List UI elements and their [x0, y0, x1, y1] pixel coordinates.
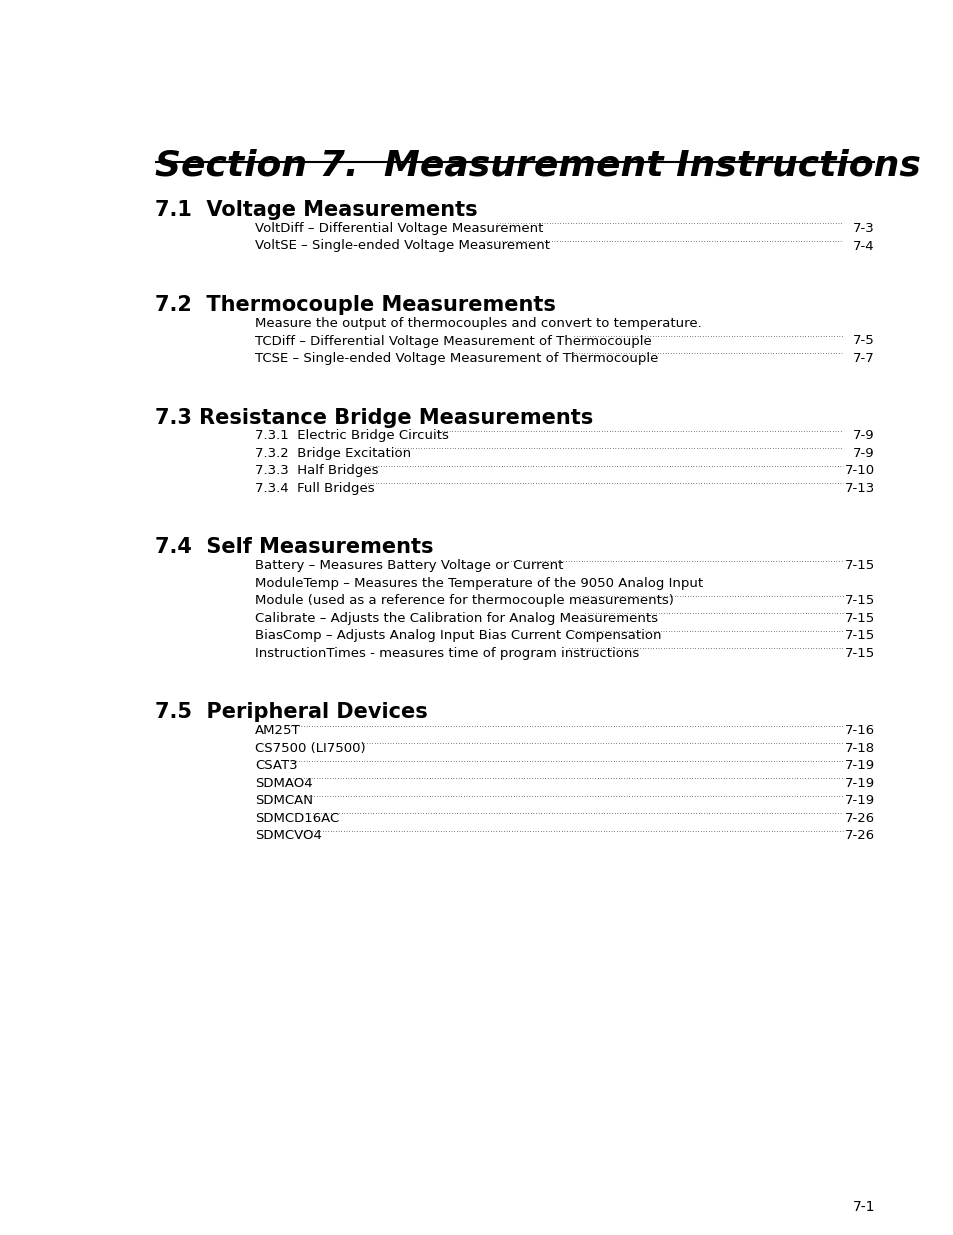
Text: 7-4: 7-4 — [853, 240, 874, 252]
Text: Measure the output of thermocouples and convert to temperature.: Measure the output of thermocouples and … — [254, 317, 701, 330]
Text: CS7500 (LI7500): CS7500 (LI7500) — [254, 742, 365, 755]
Text: 7-5: 7-5 — [852, 335, 874, 347]
Text: Calibrate – Adjusts the Calibration for Analog Measurements: Calibrate – Adjusts the Calibration for … — [254, 613, 658, 625]
Text: SDMCD16AC: SDMCD16AC — [254, 811, 339, 825]
Text: VoltDiff – Differential Voltage Measurement: VoltDiff – Differential Voltage Measurem… — [254, 222, 543, 235]
Text: AM25T: AM25T — [254, 725, 300, 737]
Text: ModuleTemp – Measures the Temperature of the 9050 Analog Input: ModuleTemp – Measures the Temperature of… — [254, 577, 702, 590]
Text: InstructionTimes - measures time of program instructions: InstructionTimes - measures time of prog… — [254, 647, 639, 659]
Text: 7.4  Self Measurements: 7.4 Self Measurements — [154, 537, 433, 557]
Text: 7-26: 7-26 — [844, 811, 874, 825]
Text: 7-19: 7-19 — [844, 794, 874, 808]
Text: BiasComp – Adjusts Analog Input Bias Current Compensation: BiasComp – Adjusts Analog Input Bias Cur… — [254, 630, 660, 642]
Text: 7-9: 7-9 — [853, 430, 874, 442]
Text: 7-19: 7-19 — [844, 777, 874, 790]
Text: 7-15: 7-15 — [843, 647, 874, 659]
Text: 7-3: 7-3 — [852, 222, 874, 235]
Text: TCSE – Single-ended Voltage Measurement of Thermocouple: TCSE – Single-ended Voltage Measurement … — [254, 352, 658, 366]
Text: 7-18: 7-18 — [844, 742, 874, 755]
Text: CSAT3: CSAT3 — [254, 760, 297, 773]
Text: 7-1: 7-1 — [852, 1200, 874, 1214]
Text: 7.3.1  Electric Bridge Circuits: 7.3.1 Electric Bridge Circuits — [254, 430, 449, 442]
Text: 7-15: 7-15 — [843, 613, 874, 625]
Text: 7-19: 7-19 — [844, 760, 874, 773]
Text: 7.3.3  Half Bridges: 7.3.3 Half Bridges — [254, 464, 378, 478]
Text: 7-7: 7-7 — [852, 352, 874, 366]
Text: Module (used as a reference for thermocouple measurements): Module (used as a reference for thermoco… — [254, 594, 673, 608]
Text: 7.1  Voltage Measurements: 7.1 Voltage Measurements — [154, 200, 477, 220]
Text: 7-26: 7-26 — [844, 830, 874, 842]
Text: 7-13: 7-13 — [843, 482, 874, 495]
Text: VoltSE – Single-ended Voltage Measurement: VoltSE – Single-ended Voltage Measuremen… — [254, 240, 550, 252]
Text: 7-16: 7-16 — [844, 725, 874, 737]
Text: Section 7.  Measurement Instructions: Section 7. Measurement Instructions — [154, 148, 920, 182]
Text: SDMAO4: SDMAO4 — [254, 777, 313, 790]
Text: TCDiff – Differential Voltage Measurement of Thermocouple: TCDiff – Differential Voltage Measuremen… — [254, 335, 651, 347]
Text: 7.2  Thermocouple Measurements: 7.2 Thermocouple Measurements — [154, 295, 556, 315]
Text: 7-9: 7-9 — [853, 447, 874, 459]
Text: SDMCVO4: SDMCVO4 — [254, 830, 321, 842]
Text: 7.3.4  Full Bridges: 7.3.4 Full Bridges — [254, 482, 375, 495]
Text: 7.5  Peripheral Devices: 7.5 Peripheral Devices — [154, 703, 427, 722]
Text: SDMCAN: SDMCAN — [254, 794, 313, 808]
Text: 7-15: 7-15 — [843, 630, 874, 642]
Text: 7-15: 7-15 — [843, 594, 874, 608]
Text: 7-10: 7-10 — [844, 464, 874, 478]
Text: Battery – Measures Battery Voltage or Current: Battery – Measures Battery Voltage or Cu… — [254, 559, 563, 573]
Text: 7-15: 7-15 — [843, 559, 874, 573]
Text: 7.3 Resistance Bridge Measurements: 7.3 Resistance Bridge Measurements — [154, 408, 593, 427]
Text: 7.3.2  Bridge Excitation: 7.3.2 Bridge Excitation — [254, 447, 411, 459]
